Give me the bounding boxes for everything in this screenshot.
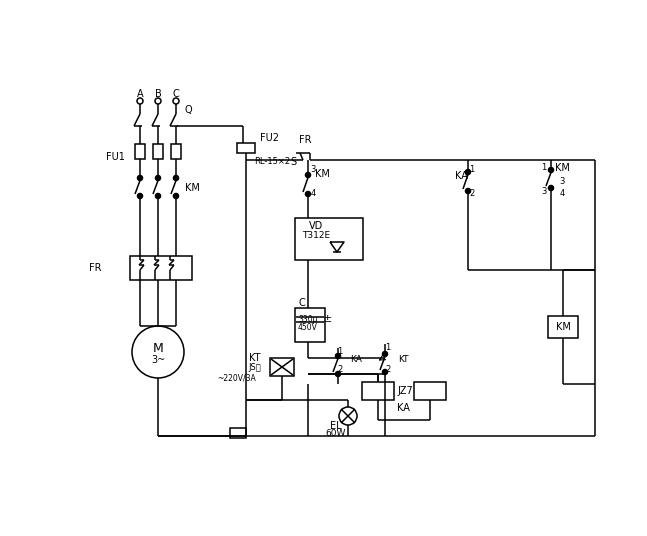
- Circle shape: [305, 173, 311, 177]
- Text: KM: KM: [315, 169, 330, 179]
- Circle shape: [465, 189, 470, 193]
- Text: ±: ±: [322, 314, 332, 324]
- Text: KM: KM: [184, 183, 199, 193]
- Text: KM: KM: [555, 163, 570, 173]
- Circle shape: [382, 369, 388, 375]
- Text: 330μ: 330μ: [298, 315, 318, 324]
- Text: KA: KA: [455, 171, 468, 181]
- Text: 2: 2: [386, 366, 391, 375]
- Bar: [548, 316, 578, 338]
- Circle shape: [339, 407, 357, 425]
- Text: 3: 3: [559, 177, 565, 187]
- Bar: [153, 144, 163, 159]
- Text: FU2: FU2: [260, 133, 279, 143]
- Text: 3: 3: [311, 166, 316, 175]
- Circle shape: [336, 371, 340, 376]
- Circle shape: [336, 354, 340, 359]
- Text: FR: FR: [299, 135, 311, 145]
- Text: 2: 2: [469, 189, 475, 197]
- Circle shape: [549, 167, 553, 173]
- Circle shape: [155, 98, 161, 104]
- Circle shape: [173, 175, 179, 181]
- Bar: [295, 218, 363, 260]
- Text: 1: 1: [469, 166, 475, 175]
- Text: KT: KT: [250, 353, 261, 363]
- Text: S: S: [290, 157, 296, 167]
- Text: 60W: 60W: [326, 429, 346, 438]
- Bar: [171, 144, 181, 159]
- Text: 3: 3: [542, 187, 547, 196]
- Text: 1: 1: [386, 344, 391, 353]
- Text: 1: 1: [337, 347, 343, 356]
- Text: RL-15×2: RL-15×2: [254, 158, 290, 167]
- Circle shape: [137, 98, 143, 104]
- Text: 450V: 450V: [298, 324, 318, 332]
- Circle shape: [155, 175, 160, 181]
- Text: 1: 1: [542, 163, 547, 173]
- Text: FU1: FU1: [105, 152, 124, 162]
- Text: FR: FR: [89, 263, 101, 273]
- Text: VD: VD: [309, 221, 323, 231]
- Text: KA: KA: [350, 355, 362, 364]
- Text: M: M: [153, 343, 164, 355]
- Circle shape: [465, 169, 470, 175]
- Text: 2: 2: [337, 366, 343, 375]
- Bar: [237, 143, 255, 153]
- Bar: [130, 256, 192, 280]
- Text: ~220V/3A: ~220V/3A: [217, 374, 256, 383]
- Circle shape: [549, 185, 553, 190]
- Bar: [362, 382, 394, 400]
- Text: 4: 4: [311, 190, 316, 198]
- Bar: [295, 308, 325, 342]
- Circle shape: [155, 193, 160, 198]
- Text: KM: KM: [556, 322, 571, 332]
- Bar: [135, 144, 145, 159]
- Circle shape: [173, 98, 179, 104]
- Text: T312E: T312E: [302, 232, 330, 241]
- Circle shape: [132, 326, 184, 378]
- Text: KT: KT: [398, 355, 408, 364]
- Text: EL: EL: [330, 421, 342, 431]
- Text: A: A: [137, 89, 144, 99]
- Text: B: B: [155, 89, 161, 99]
- Text: JZ7: JZ7: [397, 386, 413, 396]
- Text: Q: Q: [184, 105, 192, 115]
- Circle shape: [138, 175, 142, 181]
- Circle shape: [138, 193, 142, 198]
- Circle shape: [305, 191, 311, 197]
- Bar: [230, 428, 246, 438]
- Bar: [414, 382, 446, 400]
- Bar: [270, 358, 294, 376]
- Circle shape: [382, 352, 388, 356]
- Text: C: C: [173, 89, 179, 99]
- Text: JS型: JS型: [248, 363, 261, 373]
- Text: 4: 4: [560, 189, 565, 197]
- Text: C: C: [299, 298, 305, 308]
- Text: KA: KA: [397, 403, 410, 413]
- Text: 3~: 3~: [151, 355, 165, 365]
- Circle shape: [173, 193, 179, 198]
